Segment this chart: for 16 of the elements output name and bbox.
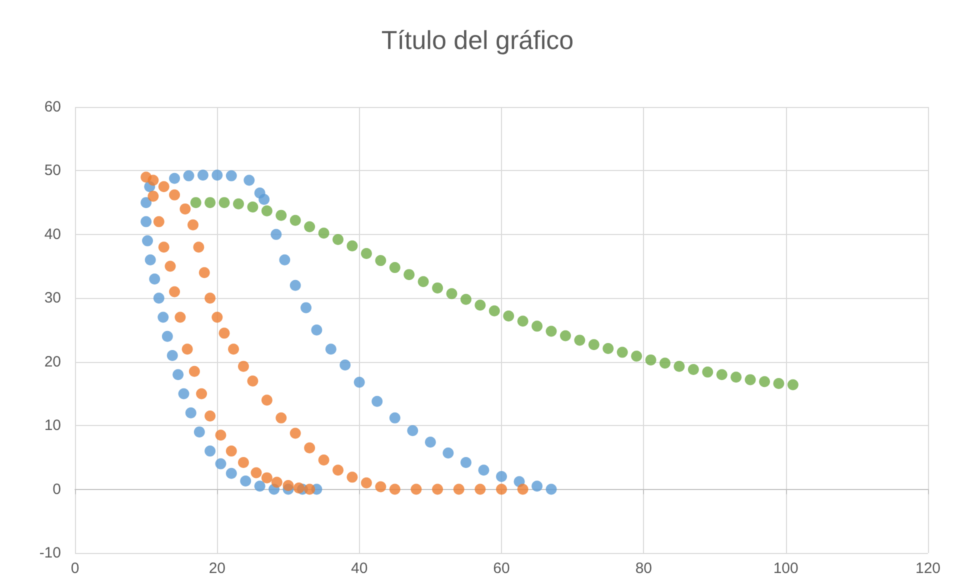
y-tick-label: 10: [44, 417, 61, 434]
y-tick-label: 40: [44, 226, 61, 243]
x-tick-label: 80: [635, 560, 652, 577]
y-tick-label: 0: [52, 480, 61, 498]
y-tick-label: 20: [44, 353, 61, 370]
chart-title: Título del gráfico: [381, 25, 574, 55]
y-tick-label: -10: [39, 544, 61, 562]
x-tick-label: 0: [70, 560, 80, 577]
x-tick-label: 20: [208, 560, 226, 577]
x-tick-label: 100: [773, 560, 798, 577]
y-tick-label: 50: [44, 162, 61, 180]
y-tick-label: 30: [44, 290, 61, 307]
y-tick-label: 60: [44, 98, 61, 116]
x-tick-label: 120: [915, 560, 941, 577]
x-tick-label: 60: [493, 560, 510, 577]
x-tick-label: 40: [350, 560, 368, 577]
